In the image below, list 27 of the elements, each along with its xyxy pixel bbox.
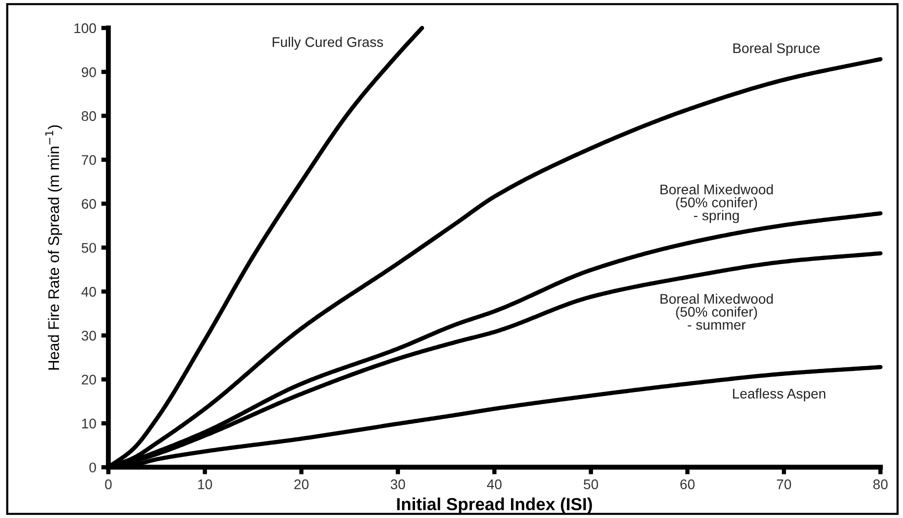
y-tick-label: 30 xyxy=(82,330,96,341)
y-tick-label: 10 xyxy=(82,418,96,428)
y-tick-label: 80 xyxy=(82,111,96,121)
x-tick-label: 50 xyxy=(584,479,598,490)
x-tick-label: 40 xyxy=(486,479,502,490)
y-axis-title: Head Fire Rate of Spread (m min$^{−1}$) xyxy=(45,125,62,370)
y-tick-label: 0 xyxy=(89,462,96,472)
y-tick-label: 20 xyxy=(82,374,96,385)
x-tick-label: 30 xyxy=(390,479,406,490)
series-label: Boreal Mixedwood (50% conifer) - summer xyxy=(660,294,773,330)
series-label: Fully Cured Grass xyxy=(272,36,384,50)
y-tick-label: 40 xyxy=(81,286,96,297)
x-tick-label: 0 xyxy=(105,479,112,490)
x-axis-title: Initial Spread Index (ISI) xyxy=(397,498,592,514)
y-tick-label: 90 xyxy=(82,67,96,78)
y-tick-label: 70 xyxy=(82,155,96,165)
x-tick-label: 60 xyxy=(680,479,695,490)
y-tick-label: 50 xyxy=(82,242,96,253)
x-tick-label: 80 xyxy=(873,479,888,490)
series-label: Boreal Spruce xyxy=(733,42,820,56)
x-tick-label: 70 xyxy=(776,479,792,490)
y-tick-label: 100 xyxy=(74,23,96,34)
x-tick-label: 20 xyxy=(294,479,309,490)
series-label: Leafless Aspen xyxy=(733,388,826,402)
x-tick-label: 10 xyxy=(198,479,212,490)
series-label: Boreal Mixedwood (50% conifer) - spring xyxy=(660,184,773,224)
y-tick-label: 60 xyxy=(82,199,96,209)
